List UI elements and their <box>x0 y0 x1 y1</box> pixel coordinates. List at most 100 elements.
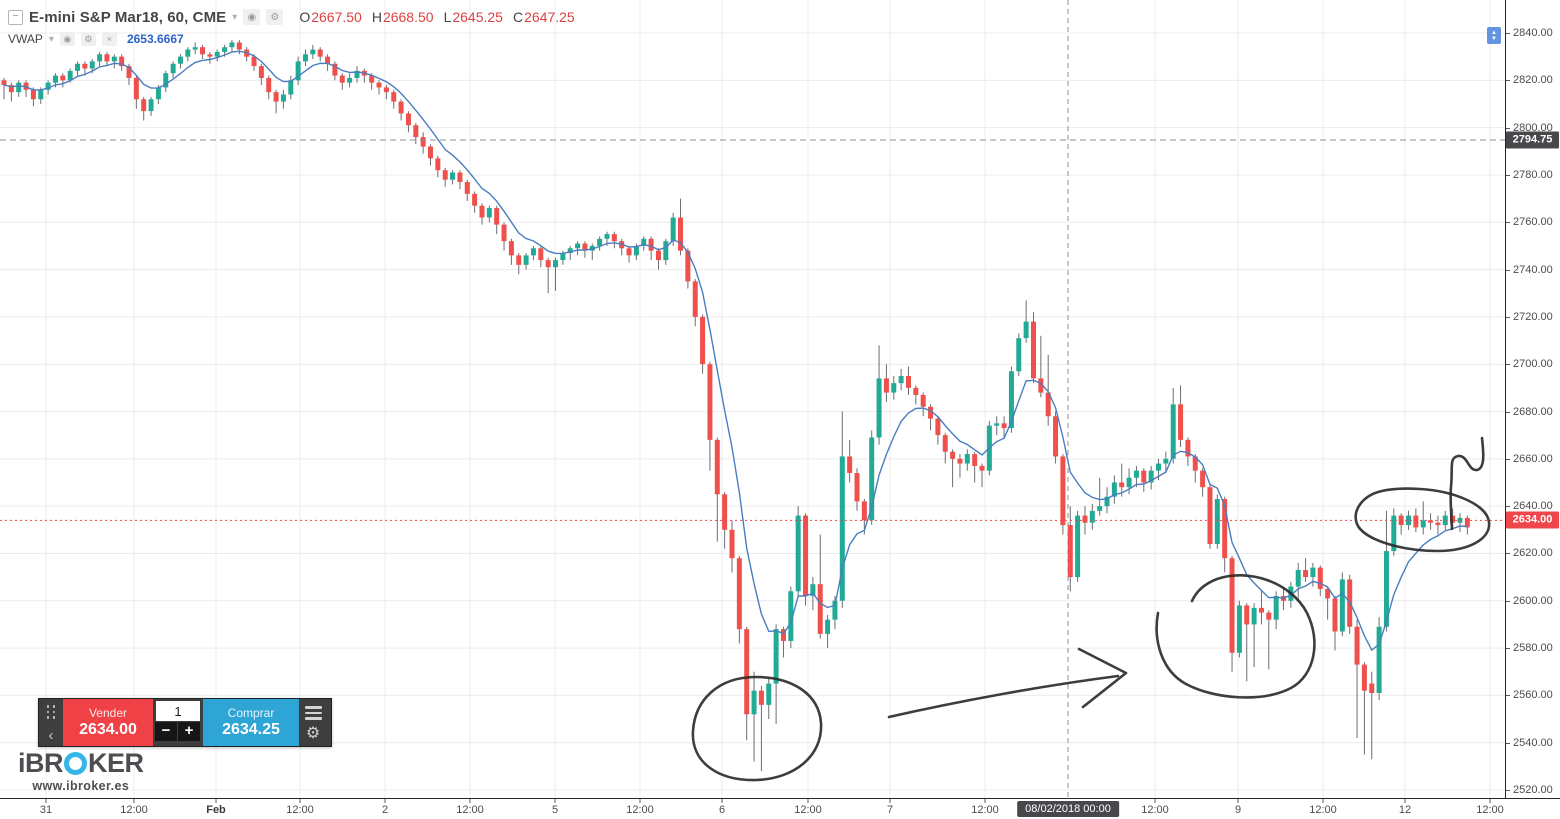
candle-body <box>486 208 492 218</box>
candle-body <box>751 690 757 715</box>
time-tick-label: 12:00 <box>971 804 999 816</box>
visibility-icon[interactable]: ◉ <box>243 9 261 25</box>
low-value: 2645.25 <box>452 9 503 25</box>
candle-body <box>869 437 875 521</box>
candle-body <box>825 619 831 634</box>
price-axis[interactable]: 2840.00 2820.00 2800.00 2780.00 2760.00 2740.… <box>1505 0 1560 798</box>
price-tick-label: 2820.00 <box>1513 74 1553 87</box>
candle-body <box>626 248 632 256</box>
menu-hamburger-icon[interactable] <box>304 706 322 720</box>
settings-gear-icon[interactable]: ⚙ <box>266 9 284 25</box>
delete-icon[interactable]: × <box>101 32 117 46</box>
price-tick-label: 2780.00 <box>1513 168 1553 181</box>
price-tick <box>1506 458 1510 460</box>
time-tick <box>1322 799 1324 803</box>
price-tick <box>1506 269 1510 271</box>
candle-body <box>1266 612 1272 620</box>
hand-drawn-circle-feb6-low <box>691 675 823 782</box>
candle-body <box>1457 517 1463 523</box>
candle-body <box>1310 567 1316 578</box>
time-tick <box>1404 799 1406 803</box>
candle-body <box>817 584 823 634</box>
time-tick <box>1489 799 1491 803</box>
vwap-indicator-label[interactable]: VWAP <box>8 32 43 46</box>
candle-body <box>1391 515 1397 552</box>
time-tick-label: 12:00 <box>1309 804 1337 816</box>
arrow-down-icon: ▼ <box>1491 35 1497 42</box>
hand-drawn-arrow-shaft <box>887 674 1120 719</box>
time-tick-label: 12:00 <box>120 804 148 816</box>
collapse-chevron-icon[interactable]: ‹ <box>48 727 54 744</box>
candle-body <box>1361 664 1367 691</box>
candle-body <box>1251 607 1257 625</box>
panel-settings-gear-icon[interactable]: ⚙ <box>305 725 321 742</box>
candle-body <box>538 248 544 261</box>
candle-body <box>339 75 345 83</box>
time-tick-label: 12:00 <box>456 804 484 816</box>
candle-body <box>530 248 536 256</box>
brand-o-ring-icon <box>64 752 87 775</box>
price-scale-arrows-icon[interactable]: ▲ ▼ <box>1487 27 1501 44</box>
collapse-icon[interactable]: − <box>8 9 23 25</box>
time-tick <box>215 799 217 803</box>
price-tick <box>1506 174 1510 176</box>
chevron-down-icon[interactable]: ▾ <box>232 11 238 23</box>
candle-body <box>16 82 22 93</box>
price-tick <box>1506 600 1510 602</box>
candle-body <box>979 465 985 471</box>
candle-body <box>8 85 14 93</box>
candle-body <box>1178 404 1184 440</box>
candle-body <box>898 376 904 384</box>
settings-gear-icon[interactable]: ⚙ <box>80 32 96 46</box>
time-tick <box>45 799 47 803</box>
brand-name: iBR KER <box>18 748 144 779</box>
candle-body <box>1170 404 1176 459</box>
symbol-title[interactable]: E-mini S&P Mar18, 60, CME <box>29 8 227 26</box>
candle-body <box>597 238 603 246</box>
candle-body <box>214 51 220 57</box>
quantity-input[interactable] <box>156 701 200 721</box>
time-tick <box>469 799 471 803</box>
time-axis[interactable]: 31 12:00 Feb 12:00 2 12:00 5 12:00 6 12:00 7 12:00 1… <box>0 798 1560 819</box>
candle-body <box>1067 525 1073 578</box>
price-tick <box>1506 411 1510 413</box>
candle-body <box>60 75 66 81</box>
time-tick-label: 12 <box>1398 804 1412 816</box>
buy-button[interactable]: Comprar 2634.25 <box>203 699 299 746</box>
candle-body <box>302 54 308 62</box>
candle-body <box>582 243 588 251</box>
sell-button[interactable]: Vender 2634.00 <box>63 699 153 746</box>
time-tick-label: 12:00 <box>794 804 822 816</box>
visibility-icon[interactable]: ◉ <box>59 32 75 46</box>
time-tick <box>721 799 723 803</box>
candle-body <box>258 66 264 78</box>
candle-body <box>325 56 331 64</box>
trade-panel: ‹ Vender 2634.00 − + Comprar 2634.25 ⚙ <box>38 698 332 747</box>
candle-body <box>82 63 88 69</box>
candle-body <box>928 406 934 419</box>
quantity-plus-button[interactable]: + <box>178 722 200 741</box>
hand-drawn-circle-current-price <box>1354 487 1491 553</box>
buy-label: Comprar <box>227 706 275 720</box>
candle-body <box>839 456 845 601</box>
quantity-minus-button[interactable]: − <box>155 722 177 741</box>
candle-body <box>1383 551 1389 627</box>
candle-body <box>273 92 279 102</box>
candle-body <box>861 501 867 521</box>
candle-body <box>288 80 294 95</box>
chevron-down-icon[interactable]: ▾ <box>48 33 54 45</box>
time-tick-label: 12:00 <box>286 804 314 816</box>
price-tick <box>1506 506 1510 508</box>
candle-body <box>670 217 676 242</box>
candle-body <box>545 260 551 268</box>
vwap-line <box>3 50 1468 652</box>
candle-body <box>1111 482 1117 497</box>
chart-canvas[interactable] <box>0 0 1505 798</box>
price-tick-label: 2540.00 <box>1513 736 1553 749</box>
price-tick-label: 2620.00 <box>1513 547 1553 560</box>
hand-drawn-arrow-head <box>1077 647 1128 709</box>
price-tick <box>1506 648 1510 650</box>
panel-drag-handle[interactable]: ‹ <box>39 699 63 746</box>
candle-body <box>405 113 411 126</box>
price-tick <box>1506 364 1510 366</box>
